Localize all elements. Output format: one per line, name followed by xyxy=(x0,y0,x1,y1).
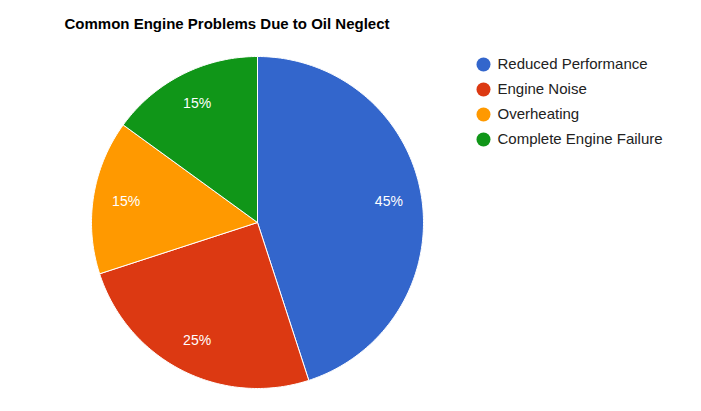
svg-text:Common Engine Problems Due to: Common Engine Problems Due to Oil Neglec… xyxy=(65,15,390,32)
svg-text:Overheating: Overheating xyxy=(498,105,580,122)
svg-text:15%: 15% xyxy=(112,193,140,209)
svg-text:45%: 45% xyxy=(375,193,403,209)
svg-text:15%: 15% xyxy=(183,95,211,111)
svg-text:25%: 25% xyxy=(183,332,211,348)
svg-text:Engine Noise: Engine Noise xyxy=(498,80,587,97)
svg-text:Complete Engine Failure: Complete Engine Failure xyxy=(498,130,663,147)
svg-text:Reduced Performance: Reduced Performance xyxy=(498,55,648,72)
